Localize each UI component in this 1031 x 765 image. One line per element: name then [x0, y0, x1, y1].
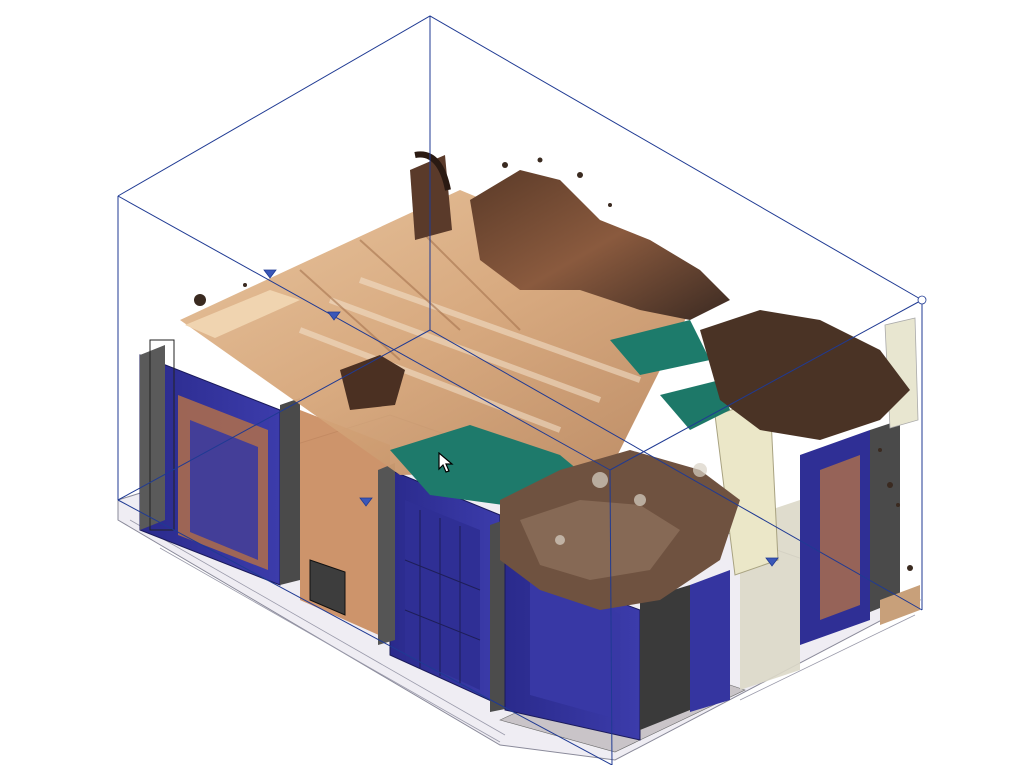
- floor-lines: [129, 519, 916, 743]
- scatter-points: [194, 157, 913, 571]
- front-wall: [504, 420, 920, 741]
- section-box[interactable]: [117, 15, 923, 765]
- left-wall: [139, 339, 300, 586]
- section-box-handles[interactable]: [263, 269, 927, 567]
- rubble-front: [500, 450, 740, 610]
- middle-wall: [300, 410, 510, 712]
- rubble-back: [340, 170, 910, 440]
